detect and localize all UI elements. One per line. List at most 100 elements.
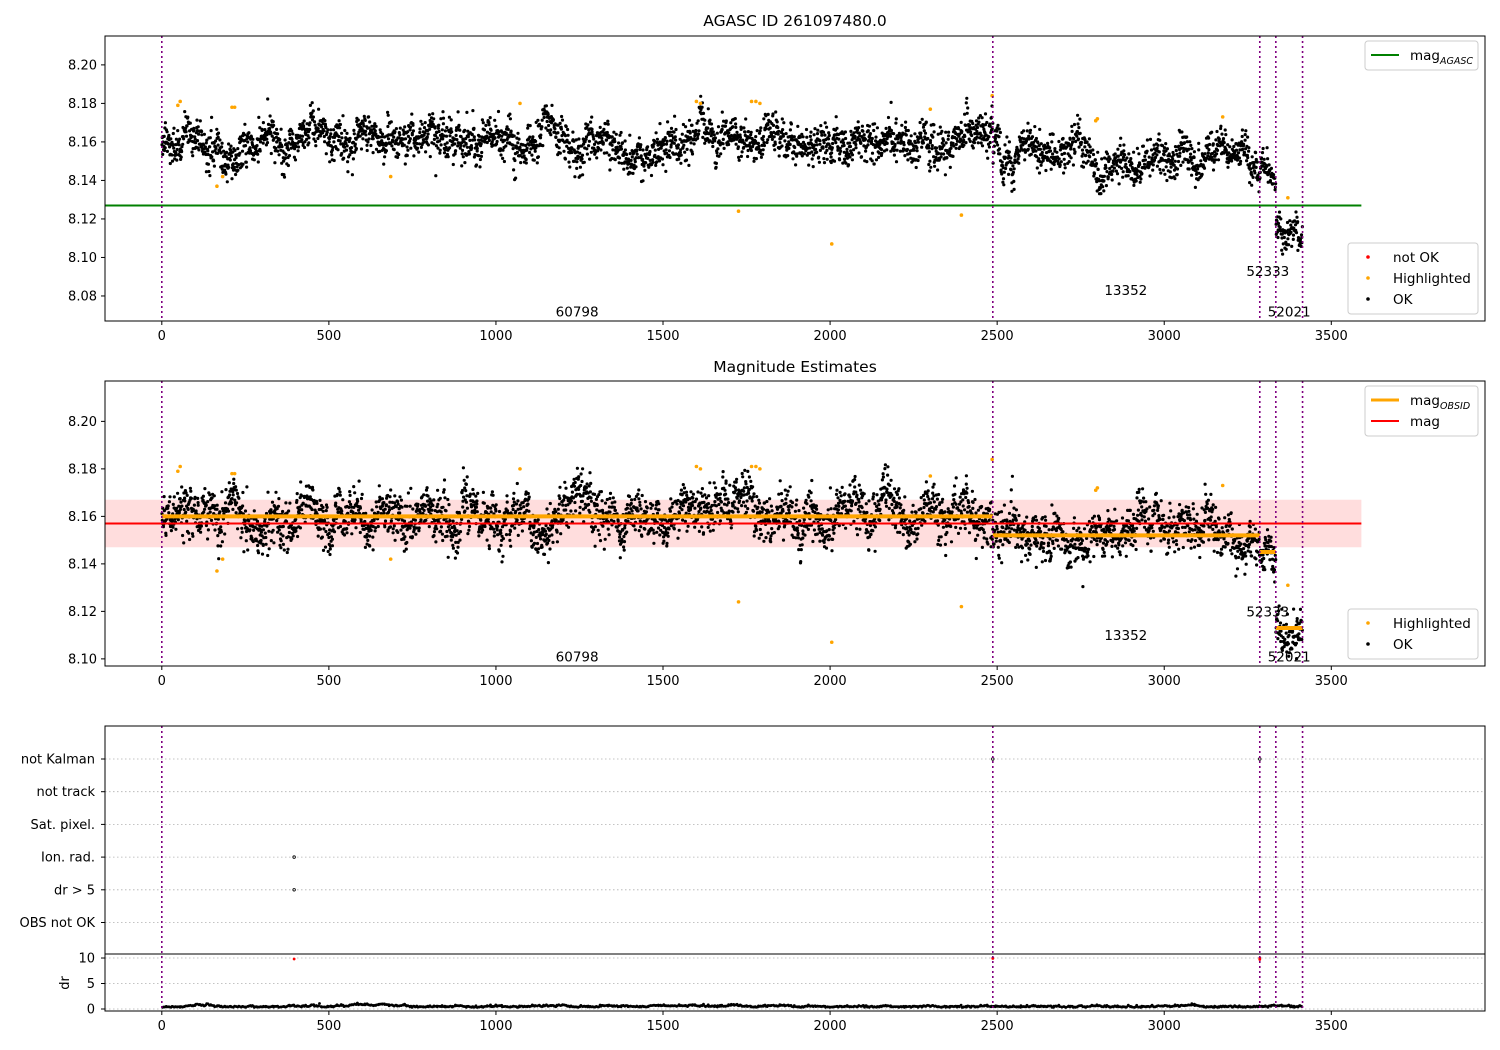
agasc-legend-upper-right: magAGASC — [1364, 40, 1479, 71]
agasc-ok-point — [524, 143, 528, 148]
agasc-ok-point — [214, 139, 218, 143]
agasc-ok-point — [271, 120, 275, 124]
agasc-ok-point — [1100, 157, 1104, 161]
agasc-ok-point — [415, 142, 419, 146]
agasc-ok-point — [1147, 155, 1151, 159]
agasc-ok-point — [813, 127, 817, 131]
agasc-ok-point — [825, 148, 829, 152]
agasc-ok-point — [282, 173, 286, 177]
estimates-ok-point — [424, 504, 428, 508]
agasc-ok-point — [762, 141, 766, 145]
agasc-ok-point — [434, 144, 438, 148]
agasc-ok-point — [380, 132, 385, 136]
agasc-ok-point — [566, 133, 570, 137]
agasc-ok-point — [1088, 145, 1092, 149]
agasc-ok-point — [1181, 160, 1185, 164]
agasc-legend-dot-swatch — [1366, 297, 1370, 301]
agasc-ok-point — [326, 128, 330, 132]
estimates-ok-point — [166, 504, 170, 508]
agasc-ok-point — [426, 132, 430, 136]
agasc-ok-point — [566, 127, 570, 132]
estimates-ok-point — [466, 532, 470, 536]
agasc-ok-point — [752, 159, 756, 163]
estimates-ok-point — [227, 481, 231, 485]
agasc-ok-point — [1157, 150, 1161, 154]
agasc-ok-point — [1049, 167, 1053, 171]
estimates-ok-point — [279, 546, 283, 550]
agasc-ok-point — [345, 144, 349, 148]
agasc-ok-point — [337, 135, 341, 139]
agasc-ok-point — [478, 157, 482, 162]
agasc-ok-point — [587, 139, 592, 143]
agasc-ok-point — [1148, 137, 1153, 141]
agasc-ok-point — [524, 157, 528, 162]
estimates-ok-point — [388, 525, 393, 529]
estimates-ok-point — [461, 466, 465, 470]
agasc-ok-point — [371, 137, 375, 141]
agasc-ok-point — [231, 162, 235, 166]
estimates-ok-point — [266, 553, 270, 558]
estimates-ok-point — [572, 484, 577, 488]
agasc-ok-point — [559, 127, 564, 131]
agasc-ok-point — [658, 122, 662, 126]
agasc-ok-point — [386, 124, 390, 129]
agasc-ok-point — [398, 133, 402, 137]
agasc-ok-point — [997, 147, 1002, 151]
estimates-ok-point — [232, 481, 236, 486]
agasc-ok-point — [408, 139, 412, 143]
estimates-ok-point — [358, 506, 362, 510]
estimates-ok-point — [281, 542, 285, 547]
agasc-ok-point — [934, 146, 939, 150]
agasc-ok-point — [265, 133, 269, 137]
agasc-ok-point — [793, 145, 797, 150]
estimates-ok-point — [282, 548, 286, 552]
agasc-ok-point — [906, 158, 910, 162]
agasc-ok-point — [162, 148, 167, 153]
agasc-ok-point — [600, 136, 604, 140]
estimates-ok-point — [499, 543, 503, 547]
agasc-ok-point — [272, 123, 276, 127]
agasc-ok-point — [614, 132, 618, 136]
agasc-ok-point — [340, 131, 344, 135]
agasc-ok-point — [508, 112, 512, 116]
estimates-ok-point — [224, 488, 228, 492]
agasc-ok-point — [248, 149, 253, 153]
agasc-ok-point — [834, 141, 838, 145]
agasc-ok-point — [362, 124, 366, 128]
agasc-ok-point — [1155, 164, 1159, 168]
agasc-ok-point — [1243, 133, 1247, 137]
agasc-ok-point — [1161, 168, 1165, 172]
agasc-ok-point — [761, 152, 765, 156]
agasc-ok-point — [996, 123, 1000, 127]
agasc-ok-point — [1254, 151, 1258, 155]
agasc-ok-point — [641, 179, 645, 183]
agasc-ok-point — [975, 135, 979, 139]
agasc-ok-point — [1062, 151, 1067, 155]
estimates-ok-point — [497, 509, 502, 514]
agasc-ok-point — [1070, 124, 1074, 128]
agasc-ok-point — [581, 173, 585, 177]
agasc-ok-point — [822, 157, 826, 161]
agasc-ok-point — [1063, 166, 1067, 170]
agasc-ok-point — [308, 103, 312, 107]
agasc-ok-point — [587, 144, 591, 148]
agasc-ok-point — [988, 124, 992, 128]
agasc-ok-point — [604, 138, 609, 142]
agasc-highlighted-point — [829, 242, 834, 246]
agasc-ok-point — [1175, 167, 1180, 171]
agasc-ok-point — [1240, 128, 1244, 132]
agasc-ok-point — [1102, 179, 1106, 183]
agasc-ok-point — [766, 112, 770, 116]
agasc-ok-point — [834, 115, 838, 119]
agasc-ok-point — [436, 146, 440, 150]
estimates-ok-point — [334, 501, 338, 505]
agasc-legend-label-subscript: AGASC — [1439, 56, 1473, 67]
estimates-ok-point — [232, 477, 236, 481]
estimates-ok-point — [318, 498, 322, 502]
agasc-ok-point — [464, 137, 468, 141]
agasc-ok-point — [598, 125, 602, 129]
agasc-ok-point — [1069, 156, 1073, 160]
agasc-ok-point — [398, 126, 402, 130]
agasc-ok-point — [1051, 152, 1055, 156]
agasc-ok-point — [916, 158, 920, 163]
